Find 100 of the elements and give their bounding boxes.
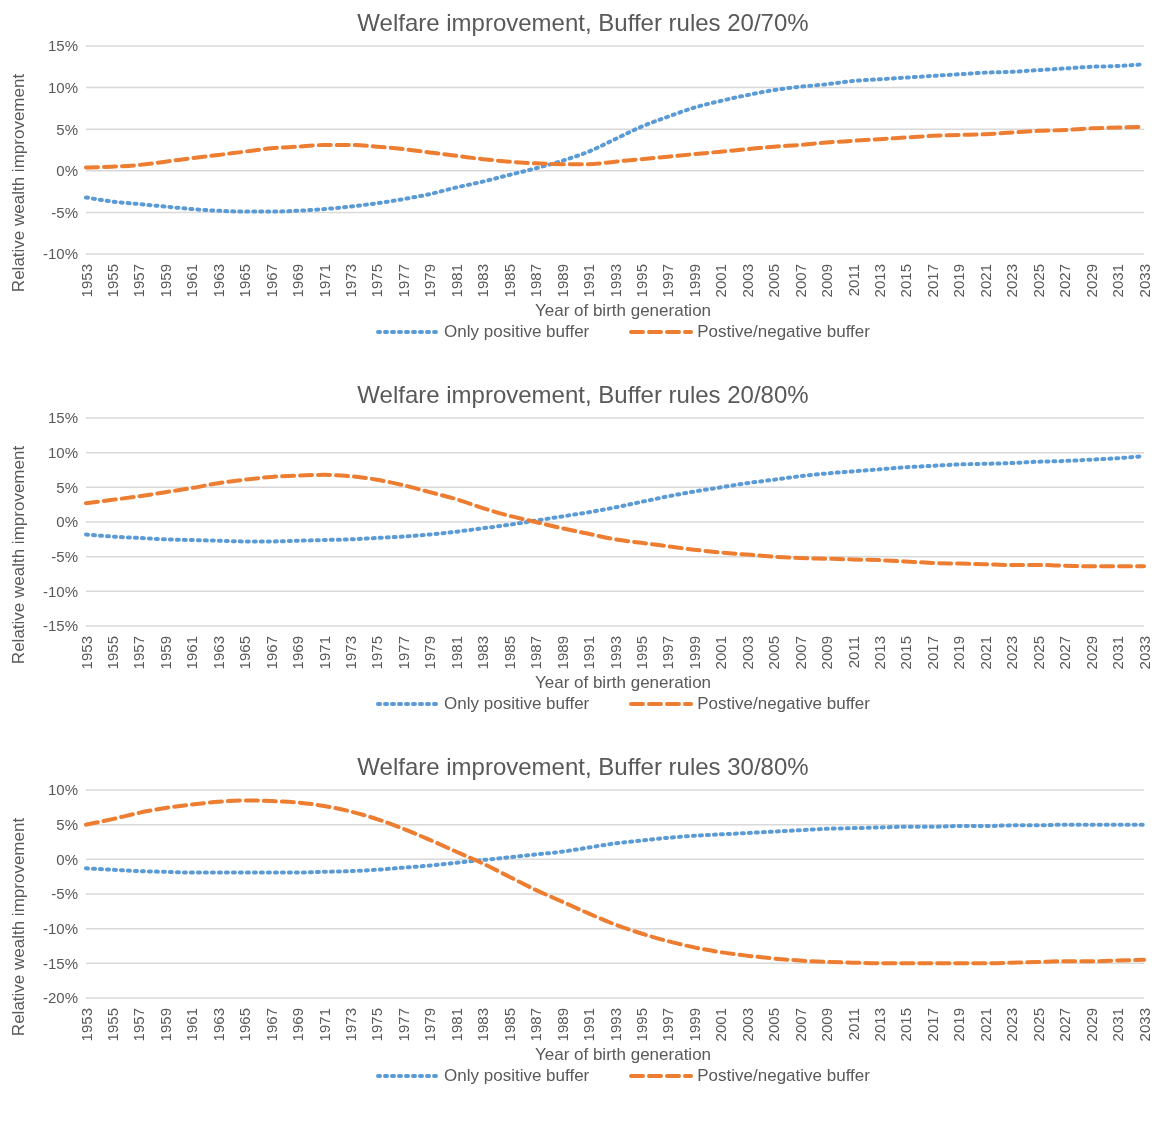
x-tick-label: 2005: [765, 264, 783, 298]
x-tick-label: 2025: [1029, 264, 1047, 298]
x-tick-label: 2013: [871, 1008, 888, 1042]
legend-label: Only positive buffer: [443, 1066, 590, 1086]
x-tick-label: 1953: [77, 636, 95, 670]
x-tick-label: 1981: [447, 636, 465, 670]
x-tick-label: 2033: [1135, 636, 1153, 670]
x-tick-label: 2021: [976, 636, 994, 670]
y-axis-title: Relative wealth improvement: [9, 73, 29, 293]
x-tick-label: 1999: [685, 636, 703, 670]
x-tick-label: 1977: [394, 1008, 412, 1042]
x-tick-label: 2007: [791, 636, 809, 670]
x-tick-label: 1993: [606, 1008, 624, 1042]
x-tick-label: 1955: [103, 1008, 121, 1042]
legend-label: Postive/negative buffer: [696, 694, 870, 714]
legend-label: Postive/negative buffer: [696, 1066, 870, 1086]
x-tick-label: 1993: [606, 264, 624, 298]
x-tick-label: 1991: [580, 1008, 598, 1042]
x-tick-label: 1995: [632, 636, 650, 670]
x-tick-label: 1953: [77, 264, 95, 298]
y-tick-label: 0%: [56, 850, 78, 868]
x-tick-label: 2029: [1082, 636, 1100, 670]
x-tick-label: 1961: [183, 264, 201, 298]
y-tick-label: -20%: [42, 989, 78, 1007]
x-tick-label: 1965: [236, 264, 254, 298]
x-tick-label: 2019: [950, 636, 968, 670]
x-tick-label: 2005: [765, 1008, 783, 1042]
y-tick-label: 15%: [47, 409, 78, 427]
x-tick-label: 2017: [923, 264, 941, 298]
x-tick-label: 2015: [897, 1008, 915, 1042]
x-tick-label: 1979: [421, 636, 439, 670]
legend-label: Only positive buffer: [443, 322, 590, 342]
x-tick-label: 2007: [791, 1008, 809, 1042]
x-tick-label: 2027: [1056, 1008, 1074, 1042]
x-tick-label: 1991: [580, 264, 598, 298]
x-tick-label: 1983: [474, 264, 492, 298]
x-tick-label: 1973: [342, 1008, 359, 1042]
y-tick-label: -15%: [42, 617, 78, 635]
x-tick-label: 1967: [262, 264, 280, 298]
x-tick-label: 2019: [950, 264, 968, 298]
x-tick-label: 1977: [394, 264, 412, 298]
x-tick-label: 1965: [236, 636, 254, 670]
x-tick-label: 2031: [1109, 264, 1127, 298]
legend-label: Only positive buffer: [443, 694, 590, 714]
x-tick-label: 1987: [527, 264, 545, 298]
x-tick-label: 2023: [1003, 636, 1021, 670]
y-tick-label: 0%: [56, 162, 78, 180]
y-tick-label: -10%: [42, 245, 78, 263]
x-tick-label: 1981: [447, 264, 465, 298]
x-tick-label: 1999: [685, 264, 703, 298]
x-tick-label: 2011: [844, 264, 862, 297]
x-tick-label: 2027: [1056, 636, 1074, 670]
x-tick-label: 2023: [1003, 264, 1021, 298]
x-tick-label: 2017: [923, 636, 941, 670]
x-tick-label: 2003: [738, 264, 756, 298]
x-tick-label: 1959: [156, 1008, 174, 1042]
x-tick-label: 2001: [712, 636, 730, 670]
x-tick-label: 1975: [368, 264, 386, 298]
x-tick-label: 1963: [209, 1008, 227, 1042]
y-tick-label: 5%: [56, 120, 78, 138]
legend-label: Postive/negative buffer: [696, 322, 870, 342]
x-tick-label: 1967: [262, 636, 280, 670]
chart-title: Welfare improvement, Buffer rules 30/80%: [356, 752, 810, 782]
x-tick-label: 1963: [209, 264, 227, 298]
y-tick-label: 0%: [56, 513, 78, 531]
x-tick-label: 1971: [315, 1008, 333, 1042]
x-tick-label: 1999: [685, 1008, 703, 1042]
x-tick-label: 1985: [500, 636, 518, 670]
y-tick-label: -10%: [42, 582, 78, 600]
x-tick-label: 2023: [1003, 1008, 1021, 1042]
y-tick-label: 10%: [47, 78, 78, 96]
x-tick-label: 1961: [183, 1008, 201, 1042]
x-tick-label: 1997: [659, 636, 677, 670]
x-tick-label: 1997: [659, 264, 677, 298]
y-tick-label: -5%: [51, 203, 78, 221]
x-tick-label: 1989: [553, 636, 571, 670]
line-series: [84, 822, 1146, 875]
x-tick-label: 2029: [1082, 264, 1100, 298]
chart-title: Welfare improvement, Buffer rules 20/70%: [356, 8, 810, 38]
x-tick-label: 2031: [1109, 636, 1127, 670]
y-tick-label: 5%: [56, 478, 78, 496]
x-tick-label: 2031: [1109, 1008, 1127, 1042]
x-tick-label: 2021: [976, 1008, 994, 1042]
x-tick-label: 1995: [632, 264, 650, 298]
x-tick-label: 2001: [712, 1008, 730, 1042]
x-tick-label: 1995: [632, 1008, 650, 1042]
x-tick-label: 1967: [262, 1008, 280, 1042]
x-tick-label: 1985: [500, 264, 518, 298]
line-series: [84, 472, 1146, 569]
x-tick-label: 1979: [421, 1008, 439, 1042]
x-tick-label: 1955: [103, 264, 121, 298]
y-tick-label: 10%: [47, 443, 78, 461]
y-axis-title: Relative wealth improvement: [9, 445, 29, 665]
x-tick-label: 2033: [1135, 264, 1153, 298]
x-tick-label: 2009: [818, 636, 836, 670]
x-tick-label: 2017: [923, 1008, 941, 1042]
x-tick-label: 1959: [156, 264, 174, 298]
x-tick-label: 1981: [447, 1008, 465, 1042]
x-tick-label: 1979: [421, 264, 439, 298]
y-tick-label: -5%: [51, 885, 78, 903]
